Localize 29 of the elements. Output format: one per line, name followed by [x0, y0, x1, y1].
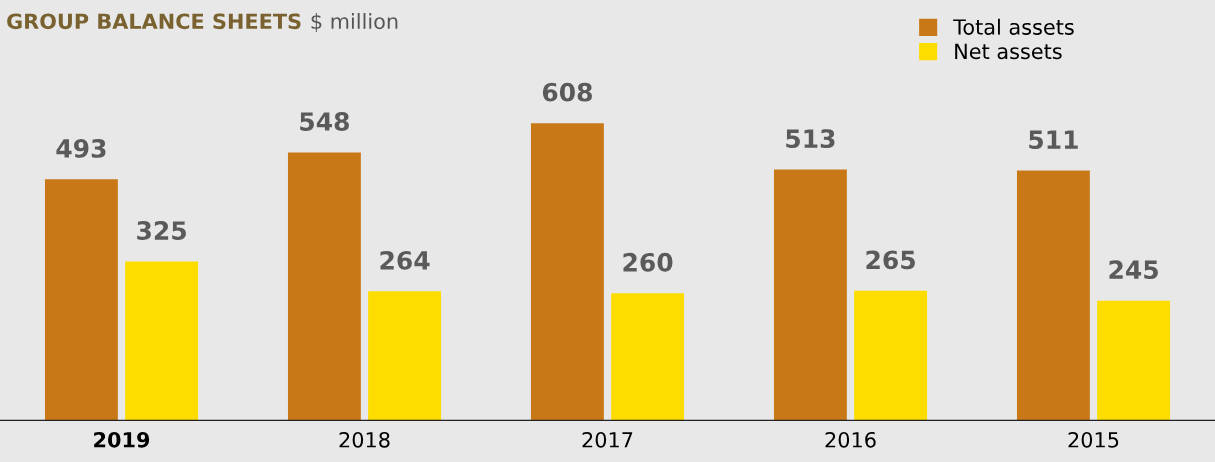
- x-tick-label: 2019: [94, 431, 150, 448]
- data-label: 265: [866, 250, 915, 270]
- x-tick-label: 2018: [339, 431, 390, 448]
- x-tick-label: 2016: [825, 431, 876, 448]
- data-label: 608: [542, 82, 592, 102]
- bar: [44, 179, 118, 421]
- data-label: 513: [786, 129, 835, 149]
- bar: [773, 169, 847, 421]
- data-label: 325: [137, 221, 186, 240]
- data-label: 548: [300, 112, 349, 131]
- bar: [125, 261, 199, 421]
- bar: [854, 290, 928, 421]
- data-label: 245: [1109, 260, 1158, 280]
- data-label: 260: [623, 252, 673, 272]
- chart-subtitle: $ million: [311, 13, 398, 32]
- bar: [611, 293, 685, 421]
- legend-label: Total assets: [953, 18, 1074, 35]
- chart-title: GROUP BALANCE SHEETS: [7, 13, 301, 30]
- bar: [287, 152, 361, 421]
- bar: [1097, 300, 1171, 421]
- bar: [1016, 170, 1090, 421]
- legend-label: Net assets: [955, 43, 1062, 60]
- bar: [368, 291, 442, 421]
- x-tick-label: 2017: [582, 431, 633, 448]
- x-tick-label: 2015: [1068, 431, 1119, 448]
- data-label: 511: [1029, 130, 1078, 150]
- data-label: 493: [56, 138, 106, 158]
- bar: [530, 123, 604, 421]
- data-label: 264: [380, 250, 430, 270]
